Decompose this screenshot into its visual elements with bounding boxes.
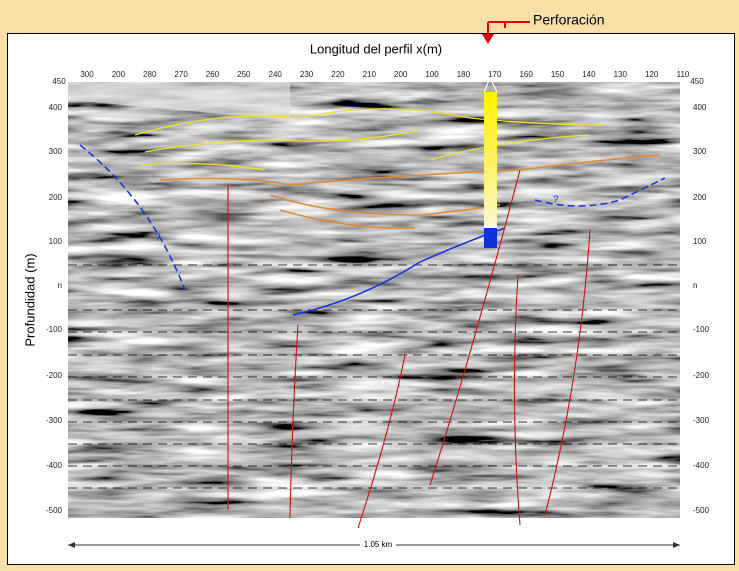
x-tick-label: 200 (394, 70, 408, 79)
y-tick-label: -200 (693, 371, 710, 380)
corner-tick-label: 450 (690, 77, 704, 86)
x-tick-label: 160 (519, 70, 533, 79)
y-axis-label: Profundidad (m) (22, 253, 37, 346)
y-tick-label: 400 (49, 103, 63, 112)
x-tick-label: 300 (80, 70, 94, 79)
y-tick-label: -300 (46, 416, 63, 425)
question-mark: ? (155, 233, 161, 244)
y-tick-label: -100 (46, 325, 63, 334)
x-tick-label: 260 (206, 70, 220, 79)
x-tick-label: 230 (300, 70, 314, 79)
borehole-bottom (484, 228, 497, 248)
y-tick-label: n (693, 281, 697, 290)
y-tick-label: 400 (693, 103, 707, 112)
x-tick-label: 100 (425, 70, 439, 79)
x-tick-label: 150 (551, 70, 565, 79)
page: ? ? Perforación Longitud del perfil x(m)… (0, 0, 739, 571)
y-tick-label: 200 (49, 193, 63, 202)
x-tick-label: 130 (614, 70, 628, 79)
borehole (484, 92, 497, 228)
y-tick-label: -100 (693, 325, 710, 334)
x-tick-label: 180 (457, 70, 471, 79)
y-tick-label: 100 (693, 237, 707, 246)
y-tick-label: -300 (693, 416, 710, 425)
y-tick-label: 200 (693, 193, 707, 202)
x-tick-label: 280 (143, 70, 157, 79)
annotation: Perforación (533, 12, 605, 28)
x-tick-label: 210 (363, 70, 377, 79)
y-tick-label: -400 (46, 461, 63, 470)
figure: ? ? Perforación Longitud del perfil x(m)… (0, 0, 739, 571)
y-tick-label: 300 (693, 147, 707, 156)
y-tick-label: -400 (693, 461, 710, 470)
y-tick-label: -500 (46, 506, 63, 515)
x-tick-label: 170 (488, 70, 502, 79)
x-tick-label: 250 (237, 70, 251, 79)
y-tick-label: -500 (693, 506, 710, 515)
scale-label: 1.05 km (364, 540, 393, 549)
question-mark: ? (553, 195, 559, 206)
y-tick-label: -200 (46, 371, 63, 380)
x-tick-label: 200 (112, 70, 126, 79)
x-tick-label: 240 (269, 70, 283, 79)
x-axis-label: Longitud del perfil x(m) (310, 41, 442, 56)
x-tick-label: 220 (331, 70, 345, 79)
x-tick-label: 140 (582, 70, 596, 79)
seismic-image (68, 82, 680, 518)
y-tick-label: 100 (49, 237, 63, 246)
corner-tick-label: 450 (52, 77, 66, 86)
y-tick-label: n (58, 281, 62, 290)
x-tick-label: 120 (645, 70, 659, 79)
y-tick-label: 300 (49, 147, 63, 156)
x-tick-label: 270 (174, 70, 188, 79)
x-tick-label: 110 (677, 70, 690, 79)
